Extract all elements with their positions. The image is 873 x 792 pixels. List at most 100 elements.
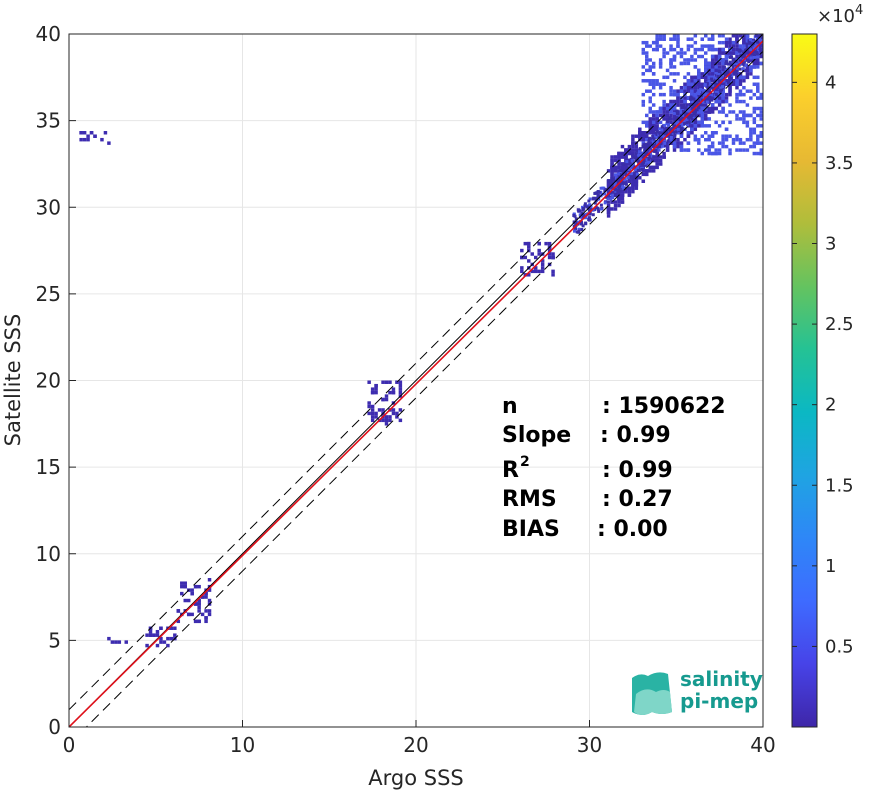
- density-cell: [609, 179, 613, 183]
- density-cell: [719, 85, 723, 89]
- density-cell: [700, 134, 705, 138]
- density-cell: [613, 200, 618, 204]
- regression-line: [69, 40, 763, 727]
- density-cell: [757, 34, 761, 38]
- density-cell: [690, 79, 694, 83]
- x-tick-label: 0: [63, 733, 76, 757]
- density-cell: [642, 143, 646, 147]
- density-cell: [643, 158, 647, 162]
- density-cell: [613, 181, 617, 185]
- density-cell: [756, 106, 760, 111]
- density-cell: [186, 612, 191, 617]
- density-cell: [697, 68, 701, 73]
- density-cell: [707, 100, 711, 104]
- density-cell: [707, 110, 711, 114]
- density-cell: [729, 55, 733, 59]
- density-cell: [631, 153, 635, 157]
- density-cell: [717, 40, 722, 45]
- density-cell: [756, 151, 760, 156]
- density-cell: [679, 148, 684, 152]
- density-cell: [690, 131, 694, 135]
- density-cell: [601, 186, 605, 190]
- density-cell: [603, 201, 607, 205]
- density-cell: [626, 175, 630, 179]
- density-cell: [530, 252, 534, 256]
- density-cell: [110, 640, 115, 644]
- density-cell: [759, 113, 763, 118]
- density-cell: [717, 151, 722, 156]
- density-cell: [611, 178, 615, 182]
- density-cell: [717, 34, 722, 38]
- density-cell: [700, 47, 705, 52]
- density-cell: [756, 89, 760, 93]
- density-cell: [577, 229, 581, 233]
- density-cell: [669, 44, 673, 48]
- density-cell: [731, 72, 735, 76]
- density-cell: [391, 390, 396, 395]
- density-cell: [749, 131, 753, 135]
- density-cell: [582, 207, 586, 211]
- density-cell: [704, 68, 708, 73]
- density-cell: [742, 148, 746, 152]
- density-cell: [631, 134, 635, 138]
- density-cell: [686, 44, 691, 48]
- density-cell: [700, 151, 705, 156]
- density-cell: [710, 92, 715, 97]
- density-cell: [643, 152, 647, 156]
- density-cell: [611, 190, 615, 194]
- density-cell: [637, 153, 641, 157]
- density-cell: [697, 54, 701, 59]
- density-cell: [711, 87, 715, 91]
- density-cell: [669, 113, 673, 118]
- density-cell: [581, 224, 585, 228]
- density-cell: [540, 259, 545, 263]
- density-cell: [204, 595, 208, 599]
- density-cell: [679, 89, 684, 93]
- density-cell: [759, 151, 763, 156]
- density-cell: [704, 75, 708, 80]
- density-cell: [648, 169, 652, 173]
- density-cell: [117, 640, 122, 644]
- density-cell: [658, 127, 662, 131]
- density-cell: [734, 70, 738, 74]
- density-cell: [655, 37, 659, 41]
- density-cell: [596, 208, 600, 212]
- density-cell: [572, 229, 576, 233]
- density-cell: [733, 64, 737, 68]
- density-cell: [620, 155, 625, 159]
- density-cell: [745, 120, 750, 125]
- density-cell: [679, 124, 684, 128]
- density-cell: [547, 241, 552, 246]
- density-cell: [610, 158, 614, 163]
- density-cell: [190, 588, 194, 592]
- density-cell: [735, 37, 739, 41]
- density-cell: [710, 58, 715, 62]
- density-cell: [398, 387, 403, 391]
- density-cell: [710, 79, 714, 83]
- density-cell: [739, 48, 743, 52]
- density-cell: [520, 266, 524, 270]
- density-cell: [735, 85, 739, 90]
- density-cell: [721, 106, 725, 111]
- density-cell: [717, 79, 721, 83]
- density-cell: [710, 61, 715, 66]
- density-cell: [721, 40, 725, 45]
- density-cell: [694, 103, 698, 107]
- density-cell: [648, 58, 652, 62]
- density-cell: [370, 415, 375, 419]
- density-cell: [606, 200, 610, 204]
- density-cell: [613, 188, 617, 192]
- density-cell: [738, 34, 743, 38]
- density-cell: [749, 127, 753, 132]
- density-cell: [155, 643, 160, 648]
- density-cell: [756, 141, 760, 145]
- density-cell: [574, 217, 578, 221]
- density-cell: [721, 96, 725, 100]
- density-cell: [724, 54, 729, 59]
- density-cell: [676, 34, 680, 38]
- density-cell: [749, 137, 753, 142]
- density-cell: [731, 141, 736, 145]
- density-cell: [655, 117, 659, 121]
- density-cell: [370, 390, 375, 395]
- density-cell: [395, 411, 399, 416]
